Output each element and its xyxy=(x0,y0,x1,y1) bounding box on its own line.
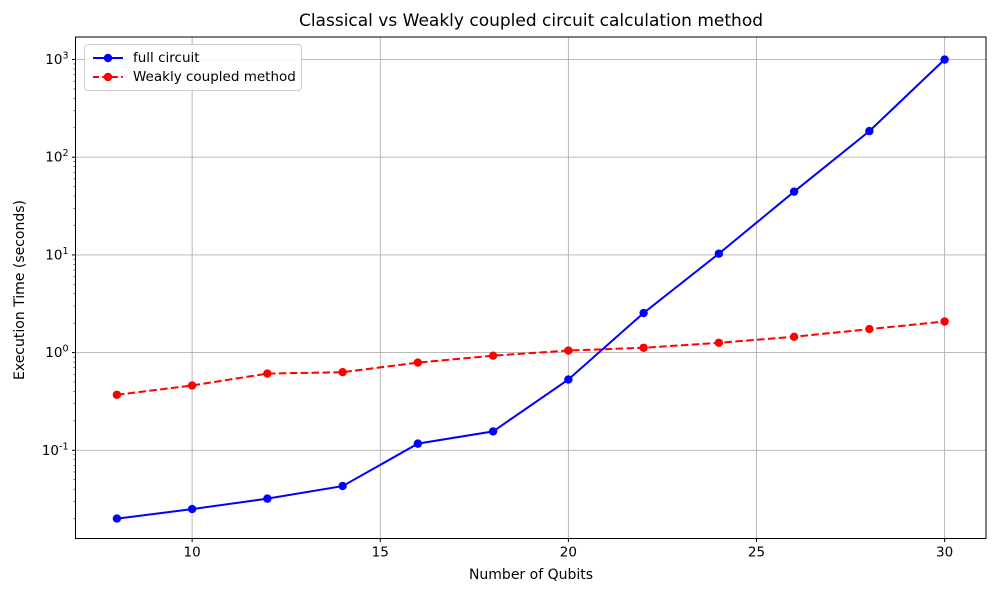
svg-text:15: 15 xyxy=(372,545,389,561)
legend-line-marker-weakly-coupled xyxy=(93,72,123,82)
legend-item-full-circuit: full circuit xyxy=(92,49,292,67)
legend-label-full-circuit: full circuit xyxy=(133,50,200,66)
chart-title: Classical vs Weakly coupled circuit calc… xyxy=(298,11,764,31)
legend: full circuit Weakly coupled method xyxy=(84,44,302,91)
svg-text:10-1: 10-1 xyxy=(42,441,69,459)
svg-text:10: 10 xyxy=(184,545,201,561)
x-axis-label: Number of Qubits xyxy=(468,567,594,583)
svg-text:102: 102 xyxy=(45,148,68,166)
svg-text:20: 20 xyxy=(560,545,577,561)
legend-item-weakly-coupled: Weakly coupled method xyxy=(92,68,296,86)
svg-text:30: 30 xyxy=(936,545,953,561)
legend-line-marker-full-circuit xyxy=(93,53,123,63)
svg-text:103: 103 xyxy=(45,51,68,69)
legend-label-weakly-coupled: Weakly coupled method xyxy=(133,69,296,85)
y-axis-label: Execution Time (seconds) xyxy=(12,199,28,381)
svg-text:100: 100 xyxy=(45,344,68,362)
svg-text:25: 25 xyxy=(748,545,765,561)
svg-text:101: 101 xyxy=(45,246,68,264)
